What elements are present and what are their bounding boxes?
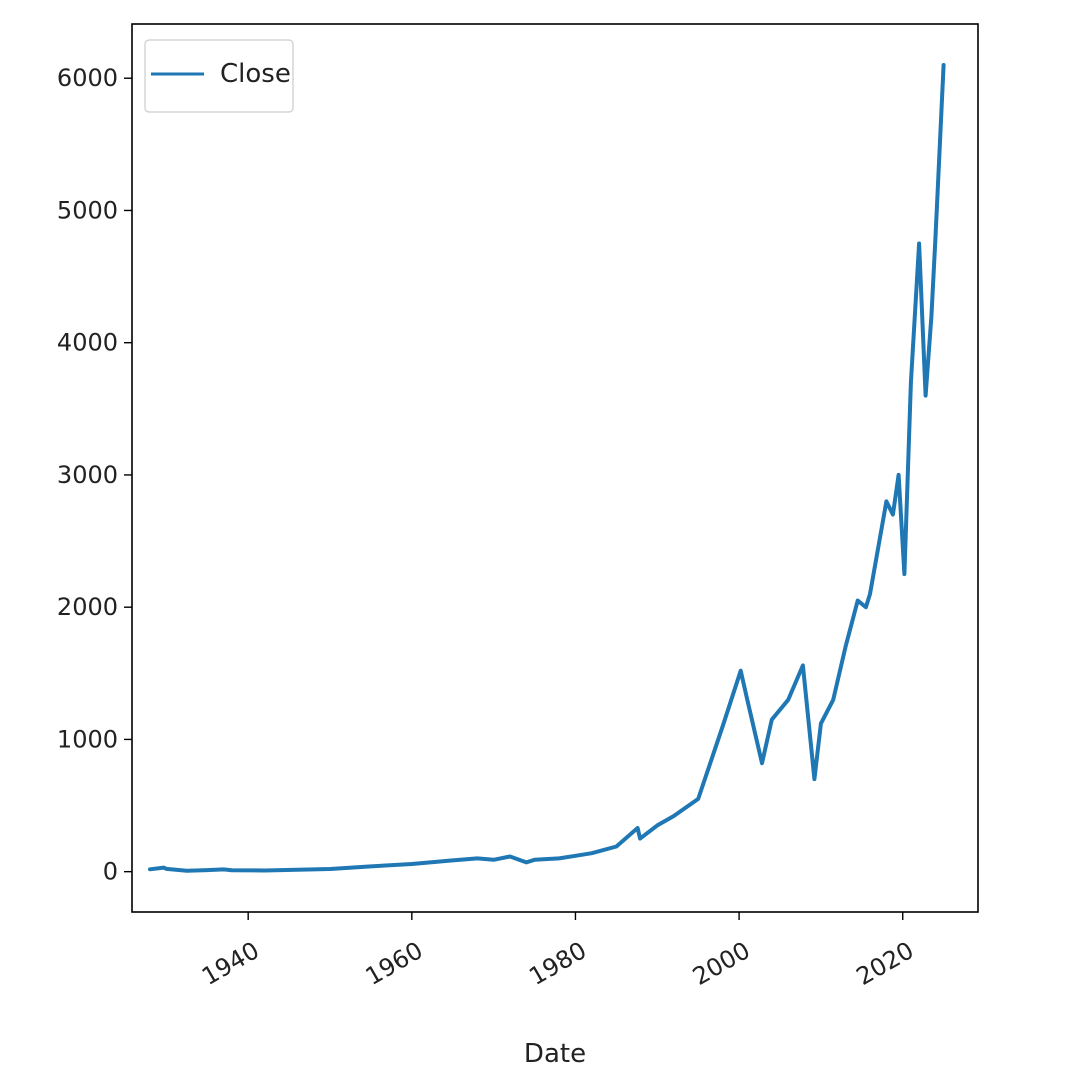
series-layer bbox=[148, 63, 946, 873]
y-tick-label: 2000 bbox=[57, 593, 118, 621]
legend-entry-close: Close bbox=[220, 59, 291, 89]
x-axis-label: Date bbox=[524, 1039, 586, 1069]
y-tick-label: 3000 bbox=[57, 461, 118, 489]
y-axis: 0 1000 2000 3000 4000 5000 6000 bbox=[57, 64, 132, 886]
y-tick-label: 6000 bbox=[57, 64, 118, 92]
y-tick-label: 0 bbox=[103, 858, 118, 886]
y-tick-label: 1000 bbox=[57, 725, 118, 753]
legend-box bbox=[144, 39, 294, 113]
series-line-close bbox=[148, 63, 946, 873]
y-tick-label: 4000 bbox=[57, 329, 118, 357]
plot-area-frame bbox=[131, 23, 979, 913]
y-tick-label: 5000 bbox=[57, 196, 118, 224]
legend: Close bbox=[144, 39, 294, 113]
